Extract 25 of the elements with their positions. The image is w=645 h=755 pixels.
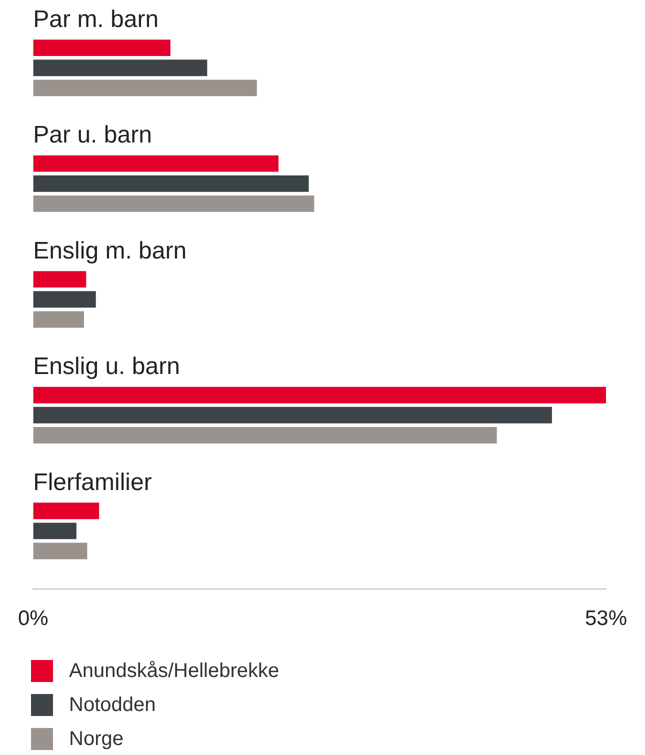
x-tick-label: 0% (18, 607, 48, 630)
bar (33, 271, 86, 288)
bar (33, 195, 314, 212)
bar (33, 175, 309, 192)
legend-label: Notodden (69, 694, 156, 716)
bar (33, 80, 257, 96)
bar (33, 40, 170, 56)
bar (33, 502, 100, 520)
bar (33, 406, 552, 424)
y-tick-label: Enslig m. barn (33, 237, 187, 264)
y-tick-label: Flerfamilier (33, 468, 152, 496)
bar (33, 60, 208, 76)
x-tick-label: 53% (584, 607, 627, 630)
bar (33, 386, 606, 404)
bar (33, 291, 96, 308)
y-tick-label: Enslig u. barn (33, 353, 180, 380)
bar (33, 522, 76, 540)
legend-label: Norge (69, 728, 124, 750)
y-tick-label: Par m. barn (33, 6, 159, 33)
bar (33, 155, 279, 172)
y-tick-label: Par u. barn (33, 122, 152, 149)
legend-label: Anundskås/Hellebrekke (69, 660, 280, 682)
bar (33, 427, 497, 444)
bar (33, 311, 84, 328)
bar (33, 542, 88, 560)
